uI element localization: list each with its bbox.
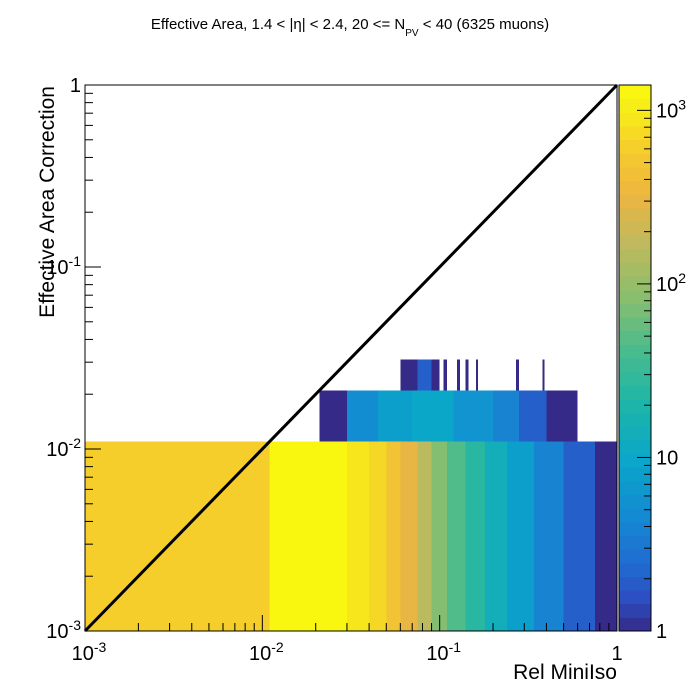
colorbar-band bbox=[619, 562, 651, 577]
colorbar-band bbox=[619, 603, 651, 618]
colorbar-band bbox=[619, 330, 651, 345]
title-subscript: PV bbox=[405, 28, 419, 39]
heatmap-cell bbox=[563, 441, 595, 631]
y-axis-label: Effective Area Correction bbox=[36, 86, 59, 318]
colorbar-band bbox=[619, 112, 651, 127]
x-tick-label: 10-2 bbox=[249, 639, 284, 665]
heatmap-cell bbox=[319, 390, 347, 442]
colorbar-band bbox=[619, 248, 651, 263]
colorbar-band bbox=[619, 617, 651, 632]
heatmap-cell bbox=[493, 390, 519, 442]
colorbar-band bbox=[619, 194, 651, 209]
colorbar-band bbox=[619, 276, 651, 291]
heatmap-cell bbox=[346, 390, 379, 442]
heatmap-cell bbox=[542, 359, 545, 391]
heatmap-cell bbox=[412, 390, 454, 442]
diagonal-line-path bbox=[83, 83, 619, 633]
heatmap-cell bbox=[516, 359, 519, 391]
colorbar-band bbox=[619, 480, 651, 495]
colorbar-band bbox=[619, 358, 651, 373]
colorbar-band bbox=[619, 262, 651, 277]
colorbar-band bbox=[619, 412, 651, 427]
title-main: Effective Area, 1.4 < |η| < 2.4, 20 <= N bbox=[150, 16, 406, 33]
heatmap-cell bbox=[417, 441, 432, 631]
colorbar-band bbox=[619, 371, 651, 386]
colorbar-band bbox=[619, 398, 651, 414]
heatmap-cell bbox=[369, 441, 387, 631]
colorbar-band bbox=[619, 439, 651, 455]
colorbar-band bbox=[619, 153, 651, 168]
colorbar-band bbox=[619, 303, 651, 318]
colorbar-band bbox=[619, 385, 651, 400]
heatmap-cell bbox=[533, 441, 564, 631]
heatmap-cell bbox=[465, 359, 469, 391]
heatmap-cell bbox=[400, 441, 418, 631]
heatmap-cell bbox=[431, 359, 440, 391]
colorbar-band bbox=[619, 180, 651, 195]
heatmap-cells bbox=[85, 359, 617, 631]
y-tick-label: 10-1 bbox=[46, 253, 81, 279]
colorbar-band bbox=[619, 576, 651, 591]
heatmap-cell bbox=[507, 441, 534, 631]
colorbar-band bbox=[619, 85, 651, 100]
colorbar-tick-label: 1 bbox=[656, 621, 667, 643]
chart-title: Effective Area, 1.4 < |η| < 2.4, 20 <= N… bbox=[0, 16, 700, 39]
colorbar-band bbox=[619, 139, 651, 154]
diagonal-line bbox=[83, 83, 619, 633]
heatmap-cell bbox=[518, 390, 547, 442]
colorbar-band bbox=[619, 494, 651, 509]
colorbar-band bbox=[619, 235, 651, 250]
colorbar-tick-label: 102 bbox=[656, 270, 686, 296]
heatmap-cell bbox=[400, 359, 418, 391]
colorbar-band bbox=[619, 317, 651, 332]
colorbar-band bbox=[619, 590, 651, 605]
colorbar-band bbox=[619, 221, 651, 236]
colorbar-band bbox=[619, 98, 651, 113]
heatmap-cell bbox=[443, 359, 448, 391]
colorbar-band bbox=[619, 521, 651, 536]
colorbar-band bbox=[619, 207, 651, 222]
colorbar-band bbox=[619, 426, 651, 441]
colorbar-tick-label: 103 bbox=[656, 96, 686, 122]
heatmap-cell bbox=[594, 441, 617, 631]
x-tick-label: 1 bbox=[611, 643, 622, 665]
heatmap-cell bbox=[475, 359, 479, 391]
plot-frame bbox=[84, 84, 618, 632]
x-tick-label: 10-3 bbox=[72, 639, 107, 665]
colorbar-band bbox=[619, 508, 651, 523]
heatmap-cell bbox=[484, 441, 508, 631]
colorbar-tick-label: 10 bbox=[656, 447, 678, 469]
heatmap-cell bbox=[456, 359, 460, 391]
heatmap-cell bbox=[269, 441, 347, 631]
heatmap-cell bbox=[546, 390, 578, 442]
colorbar: 1 10 102 103 bbox=[618, 84, 686, 643]
colorbar-band bbox=[619, 125, 651, 141]
y-tick-label: 1 bbox=[70, 75, 81, 97]
axes: 10-3 10-2 10-1 1 10-3 10-2 10-1 1 bbox=[46, 75, 622, 665]
heatmap-cell bbox=[453, 390, 494, 442]
x-axis-label: Rel MiniIso bbox=[513, 661, 617, 684]
plot-border bbox=[84, 84, 618, 632]
y-tick-label: 10-2 bbox=[46, 435, 81, 461]
x-tick-label: 10-1 bbox=[426, 639, 461, 665]
colorbar-border bbox=[618, 84, 652, 632]
colorbar-band bbox=[619, 166, 651, 182]
heatmap-cell bbox=[417, 359, 432, 391]
colorbar-band bbox=[619, 467, 651, 482]
y-tick-label: 10-3 bbox=[46, 617, 81, 643]
heatmap-cell bbox=[378, 390, 413, 442]
heatmap-cell bbox=[386, 441, 401, 631]
colorbar-band bbox=[619, 289, 651, 304]
heatmap-cell bbox=[431, 441, 448, 631]
colorbar-band bbox=[619, 535, 651, 550]
colorbar-band bbox=[619, 549, 651, 564]
heatmap-cell bbox=[346, 441, 370, 631]
heatmap-cell bbox=[447, 441, 466, 631]
title-rest: < 40 (6325 muons) bbox=[418, 16, 550, 33]
colorbar-band bbox=[619, 344, 651, 359]
heatmap-cell bbox=[465, 441, 485, 631]
